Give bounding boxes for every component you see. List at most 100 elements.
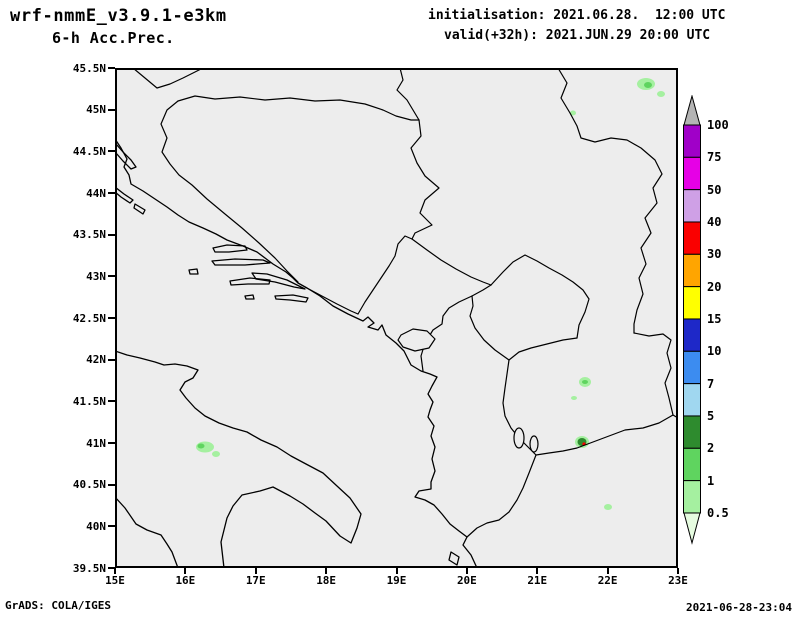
y-tick-mark [108, 442, 115, 444]
colorbar-segment [683, 189, 701, 223]
lake-skadar [397, 328, 436, 352]
corfu-island [448, 551, 460, 566]
italy-adriatic-coastline [115, 350, 362, 568]
colorbar-label: 30 [707, 247, 722, 262]
y-tick-mark [108, 108, 115, 111]
x-tick-label: 15E [105, 574, 125, 587]
precip-patch [570, 110, 576, 116]
italy-tyrrhenian-coastline [115, 496, 179, 568]
y-tick-mark [108, 358, 115, 361]
model-title: wrf-nmmE_v3.9.1-e3km [10, 6, 227, 26]
peljesac-peninsula [251, 272, 306, 290]
colorbar-label: 40 [707, 214, 722, 229]
y-tick-label: 40.5N [72, 478, 106, 492]
border-croatia-bosnia-sava [177, 95, 420, 121]
colorbar-label: 7 [707, 376, 715, 391]
colorbar-segment [683, 124, 701, 158]
x-tick-mark [395, 568, 398, 574]
colorbar-segment [683, 350, 701, 385]
y-tick-mark [108, 150, 115, 153]
x-tick-mark [606, 568, 609, 574]
y-tick-mark [108, 317, 115, 319]
border-croatia-serbia [396, 68, 420, 121]
colorbar-segment [683, 480, 701, 514]
precip-patch [212, 451, 220, 457]
x-tick-label: 21E [527, 574, 548, 587]
map-svg [115, 68, 678, 568]
x-tick-label: 22E [597, 574, 618, 587]
precip-patch [197, 443, 205, 449]
x-tick-mark [114, 568, 116, 574]
y-tick-mark [108, 400, 115, 403]
precip-patch [582, 380, 588, 384]
border-bosnia-montenegro [357, 235, 413, 315]
y-tick-label: 42N [86, 353, 106, 367]
border-macedonia-bulgaria [633, 332, 674, 416]
y-tick-label: 40N [86, 519, 106, 533]
colorbar-label: 10 [707, 344, 722, 359]
colorbar-scale [683, 95, 701, 545]
border-bosnia-croatia-south [304, 286, 359, 315]
y-tick-label: 45.5N [72, 61, 106, 75]
y-tick-mark [108, 67, 115, 69]
colorbar-label: 15 [707, 311, 722, 326]
y-tick-label: 42.5N [72, 311, 106, 325]
colorbar-label: 50 [707, 182, 722, 197]
adriatic-island [212, 244, 248, 253]
border-macedonia-greece [535, 414, 674, 456]
lake-prespa [529, 435, 539, 453]
y-tick-label: 41N [86, 436, 106, 450]
border-serbia-romania-bulgaria [557, 68, 663, 334]
adriatic-island [115, 186, 134, 204]
y-tick-label: 39.5N [72, 561, 106, 575]
colorbar-segment [683, 156, 701, 191]
colorbar-label: 20 [707, 279, 722, 294]
colorbar-underflow-arrow [683, 512, 701, 545]
y-tick-label: 44.5N [72, 144, 106, 158]
y-tick-mark [108, 233, 115, 236]
init-time-label: initialisation: 2021.06.28. 12:00 UTC [428, 8, 726, 23]
x-tick-mark [536, 568, 539, 574]
border-bosnia-serbia [410, 119, 440, 240]
adriatic-island [115, 143, 137, 170]
adriatic-island [188, 268, 199, 275]
y-tick-mark [108, 567, 115, 569]
border-albania-greece [466, 454, 537, 538]
precip-patch [644, 82, 652, 88]
colorbar-segment [683, 318, 701, 352]
border-montenegro-albania [420, 295, 473, 372]
creation-timestamp: 2021-06-28-23:04 [686, 601, 792, 614]
precipitation-patches [196, 78, 665, 510]
coastlines [115, 138, 478, 568]
balkan-coastline [115, 138, 478, 568]
x-tick-label: 17E [245, 574, 266, 587]
lake-ohrid [513, 427, 525, 449]
x-tick-label: 23E [668, 574, 688, 587]
x-tick-mark [677, 568, 679, 574]
y-tick-label: 43N [86, 269, 106, 283]
border-slovenia-croatia [132, 68, 204, 89]
product-title: 6-h Acc.Prec. [52, 29, 175, 47]
precip-patch [571, 396, 577, 400]
adriatic-island [229, 277, 271, 286]
x-tick-mark [325, 568, 328, 574]
border-albania-macedonia [502, 359, 537, 456]
y-tick-mark [108, 275, 115, 278]
colorbar-overflow-arrow [683, 95, 701, 126]
y-tick-label: 43.5N [72, 228, 106, 242]
x-tick-mark [465, 568, 468, 574]
border-kosovo-macedonia [508, 337, 578, 361]
colorbar-label: 100 [707, 118, 729, 132]
adriatic-island [211, 258, 271, 266]
y-tick-mark [108, 525, 115, 528]
y-tick-label: 41.5N [72, 394, 106, 408]
colorbar-segment [683, 221, 701, 255]
x-tick-mark [184, 568, 187, 574]
x-tick-label: 20E [456, 574, 477, 587]
colorbar-segment [683, 447, 701, 482]
colorbar-label: 75 [707, 150, 722, 165]
valid-time-label: valid(+32h): 2021.JUN.29 20:00 UTC [444, 28, 711, 43]
country-borders [132, 68, 678, 538]
grads-credit: GrADS: COLA/IGES [5, 599, 111, 612]
